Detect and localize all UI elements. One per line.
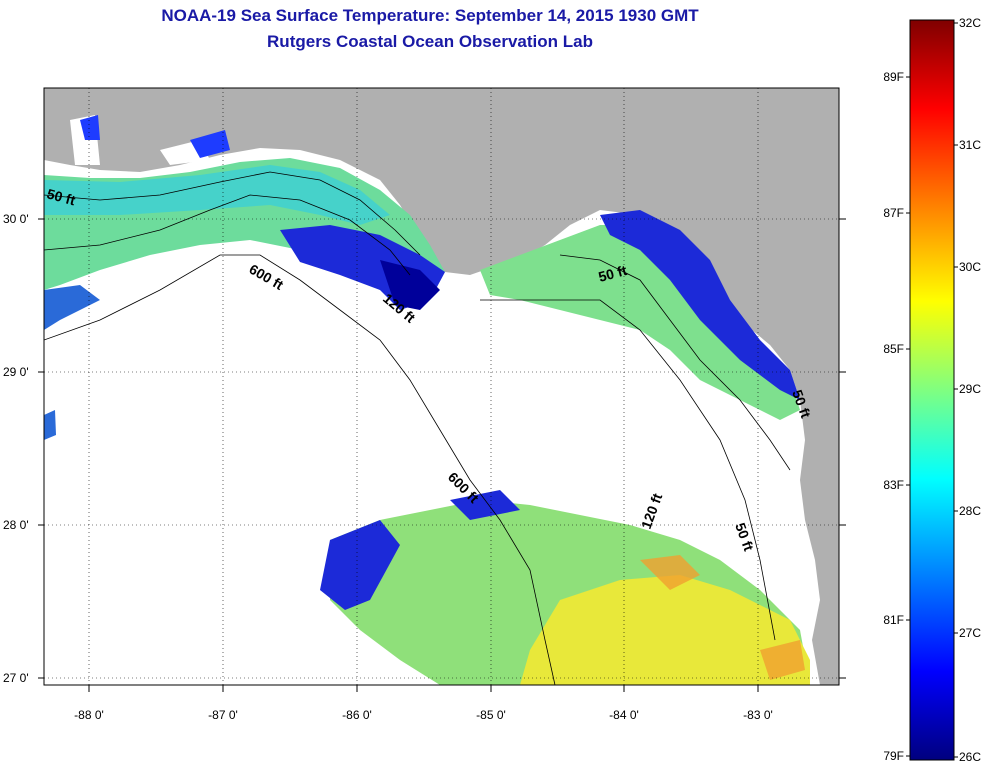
colorbar-c-label: 29C [959,382,981,396]
lon-label: -87 0' [208,708,238,722]
colorbar-f-label: 85F [883,342,904,356]
colorbar-c-label: 31C [959,138,981,152]
colorbar-c-label: 27C [959,626,981,640]
axis-ticks [38,218,846,692]
sst-southern-warm [520,575,810,685]
lon-label: -84 0' [609,708,639,722]
map-frame [43,87,840,686]
colorbar-f-label: 83F [883,478,904,492]
contour-600ft [44,254,556,685]
colorbar-f-label: 87F [883,206,904,220]
sst-southern-orange [640,555,805,680]
colorbar [909,19,955,761]
colorbar-c-label: 30C [959,260,981,274]
chart-title: NOAA-19 Sea Surface Temperature: Septemb… [161,6,699,25]
lon-label: -83 0' [743,708,773,722]
colorbar-f-label: 81F [883,613,904,627]
sst-southern-cool-edge [320,490,520,610]
lon-label: -85 0' [476,708,506,722]
sst-band-bigbend [480,225,800,420]
land-florida [44,88,839,685]
bay-water [70,115,210,165]
lat-label: 29 0' [3,365,29,379]
bay-water-blue [80,115,230,158]
lon-label: -88 0' [74,708,104,722]
lat-label: 30 0' [3,212,29,226]
chart-subtitle: Rutgers Coastal Ocean Observation Lab [267,32,593,51]
lat-label: 27 0' [3,671,29,685]
map-area [44,88,839,685]
colorbar-c-label: 26C [959,750,981,764]
colorbar-c-label: 32C [959,16,981,30]
sst-band-panhandle-inner [44,165,390,225]
contour-label: 50 ft [45,185,77,208]
contour-50ft [44,171,791,471]
lat-label: 28 0' [3,518,29,532]
contour-label: 50 ft [597,262,629,285]
sst-bigbend-cool [600,210,800,400]
contour-120ft [44,194,776,641]
colorbar-ticks [906,22,958,758]
colorbar-f-label: 89F [883,70,904,84]
graticule [44,88,839,685]
sst-cool-patch-dark [380,260,440,310]
sst-western-edge [44,285,100,440]
lon-label: -86 0' [342,708,372,722]
colorbar-c-label: 28C [959,504,981,518]
colorbar-f-label: 79F [883,749,904,763]
